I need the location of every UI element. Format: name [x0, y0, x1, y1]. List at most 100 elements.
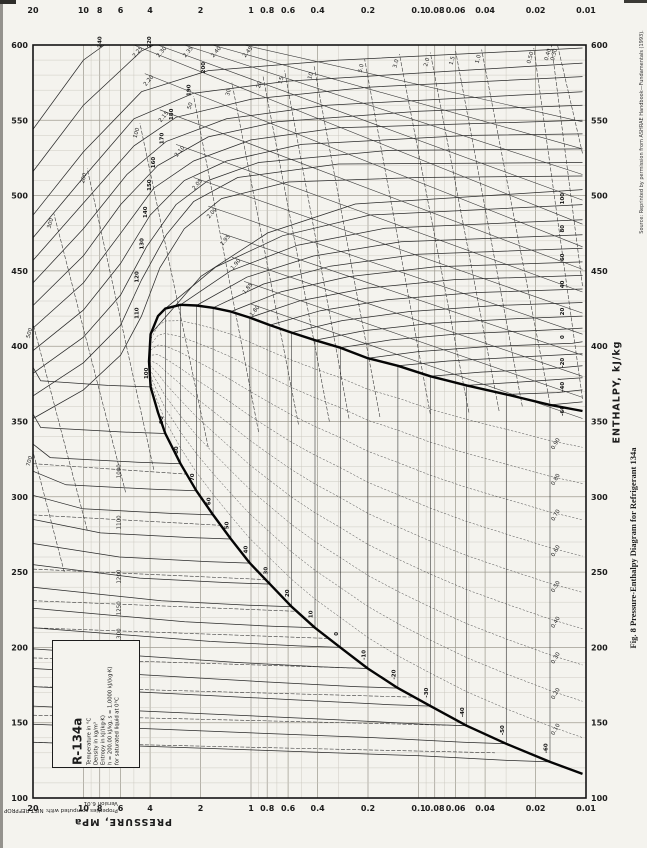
density-label: 15 — [278, 76, 286, 85]
pressure-tick-label: 8 — [97, 6, 103, 15]
isochore-vapor — [262, 75, 330, 422]
pressure-tick-label: 6 — [118, 804, 124, 813]
pressure-tick-label: 0.04 — [475, 6, 495, 15]
density-label: 100 — [133, 127, 142, 139]
isentrope — [157, 44, 583, 201]
density-label: 10 — [307, 71, 315, 80]
entropy-label: 2.30 — [156, 45, 169, 59]
quality-label: 0.60 — [550, 544, 562, 558]
density-label: 700 — [26, 455, 35, 467]
quality-label: 0.90 — [550, 437, 562, 451]
isentrope — [144, 73, 583, 248]
entropy-label: 1.95 — [219, 234, 232, 248]
temperature-label: 10 — [309, 610, 315, 618]
isochore-vapor — [231, 82, 299, 425]
legend-line-1: Temperature in °C — [86, 717, 93, 765]
isotherm-liquid — [32, 668, 398, 689]
enthalpy-tick-label: 350 — [591, 418, 608, 427]
temperature-label: 100 — [144, 367, 150, 379]
entropy-label: 2.00 — [206, 206, 219, 220]
isochore-vapor — [139, 123, 209, 448]
isotherm-superheated — [269, 288, 583, 326]
isotherm-supercritical — [32, 44, 105, 130]
temperature-label: -60 — [544, 743, 550, 753]
density-label: 3.0 — [392, 58, 400, 68]
pressure-tick-label: 0.4 — [311, 6, 326, 15]
isotherm-superheated — [367, 341, 583, 359]
isochore-vapor — [53, 213, 126, 493]
temperature-label: -20 — [560, 358, 566, 368]
quality-label: 0.20 — [550, 687, 562, 701]
enthalpy-axis-title: ENTHALPY, kJ/kg — [611, 340, 623, 444]
pressure-tick-label: 4 — [147, 6, 153, 15]
isentrope — [221, 233, 583, 356]
pressure-tick-label: 0.08 — [425, 6, 445, 15]
quality-line — [148, 360, 583, 593]
density-label: 1250 — [117, 601, 123, 615]
quality-label: 0.80 — [550, 473, 562, 487]
refrigerant-name: R-134a — [70, 717, 85, 765]
isochore-vapor — [399, 53, 470, 413]
isotherm-supercritical — [32, 76, 583, 261]
quality-line — [148, 354, 583, 557]
pressure-tick-label: 1 — [248, 6, 254, 15]
isochore-vapor — [533, 47, 583, 399]
temperature-label: -10 — [361, 650, 367, 660]
temperature-label: 40 — [243, 546, 249, 554]
entropy-label: 2.35 — [182, 45, 195, 59]
temperature-label: 170 — [159, 132, 165, 144]
temperature-label: 160 — [151, 157, 157, 169]
isotherm-liquid — [32, 470, 197, 492]
quality-label: 0.10 — [550, 722, 562, 736]
isentrope — [175, 144, 583, 293]
isochore-vapor — [430, 52, 500, 412]
isotherm-superheated — [165, 204, 583, 309]
entropy-label: 1.85 — [242, 282, 255, 296]
density-label: 20 — [256, 80, 264, 89]
isotherm-superheated — [430, 365, 583, 377]
temperature-label: 240 — [97, 36, 103, 48]
quality-line — [148, 344, 583, 521]
credit-line-1: Properties computed with: NIST REFPROP — [4, 807, 118, 813]
pressure-tick-label: 2 — [198, 804, 204, 813]
legend-box: R-134a Temperature in °C Density in kg/m… — [52, 640, 140, 768]
plot-border — [32, 44, 587, 799]
isochore-liquid — [32, 714, 467, 726]
temperature-label: 150 — [147, 179, 153, 191]
density-label: 30 — [225, 88, 233, 97]
isotherm-liquid — [32, 627, 341, 648]
isotherm-supercritical — [32, 62, 583, 239]
isochore-vapor — [455, 50, 523, 407]
density-label: 50 — [187, 101, 195, 110]
isentrope — [243, 281, 583, 398]
isotherm-supercritical — [32, 162, 583, 397]
density-label: 1100 — [117, 515, 123, 529]
temperature-label: -60 — [560, 406, 566, 416]
entropy-label: 2.10 — [174, 145, 187, 159]
isotherm-liquid — [32, 494, 214, 516]
enthalpy-tick-label: 400 — [591, 342, 608, 351]
pressure-tick-label: 2 — [198, 6, 204, 15]
isotherm-supercritical — [32, 119, 583, 329]
isochore-liquid — [32, 627, 328, 639]
isotherm-supercritical — [32, 175, 583, 419]
quality-label: 0.50 — [550, 580, 562, 594]
quality-line — [148, 320, 583, 448]
temperature-label: 140 — [143, 206, 149, 218]
temperature-label: 80 — [174, 446, 180, 454]
isochore-vapor — [313, 66, 381, 418]
enthalpy-tick-label: 600 — [11, 41, 28, 50]
quality-label: 0.70 — [550, 508, 562, 522]
temperature-label: -30 — [424, 687, 430, 697]
isentrope — [159, 109, 583, 270]
pressure-tick-label: 0.1 — [411, 6, 426, 15]
isochore-liquid — [32, 463, 188, 475]
temperature-label: -40 — [460, 707, 466, 717]
isentrope — [208, 205, 583, 335]
density-label: 5.0 — [358, 63, 366, 73]
pressure-tick-label: 10 — [78, 804, 90, 813]
legend-content: R-134a Temperature in °C Density in kg/m… — [71, 643, 122, 765]
density-label: 1000 — [117, 464, 123, 478]
isotherm-superheated — [249, 275, 583, 318]
isotherm-superheated — [230, 261, 583, 312]
